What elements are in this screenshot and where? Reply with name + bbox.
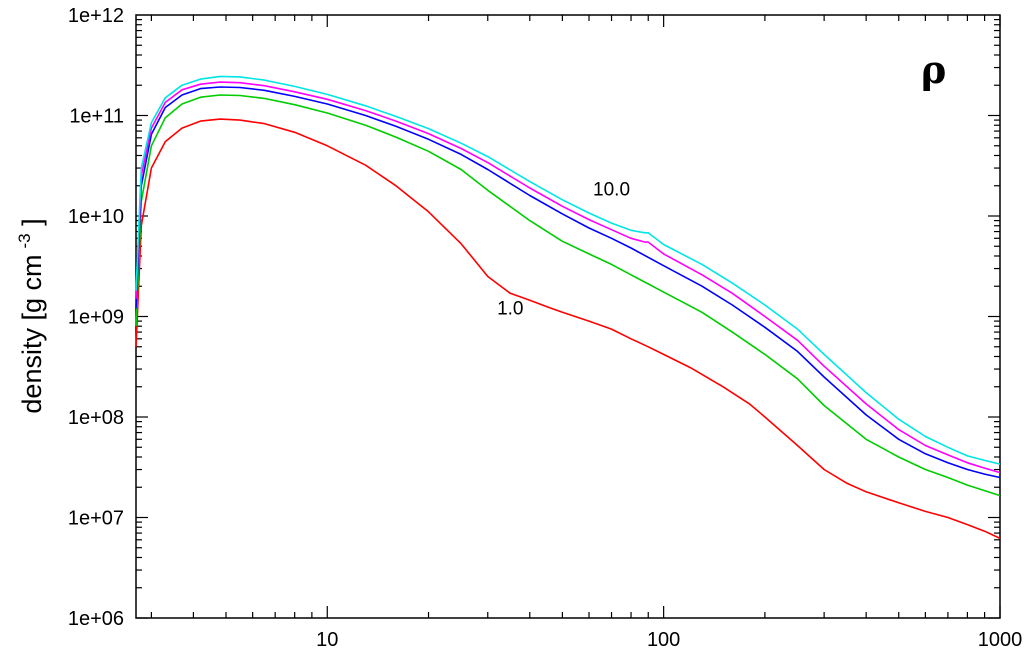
curve-annotation: 10.0 bbox=[593, 179, 630, 200]
curve-annotation: 1.0 bbox=[497, 298, 523, 319]
axis-ticks bbox=[136, 15, 1001, 619]
y-axis-title: density [g cm -3 ] bbox=[15, 218, 47, 413]
series-line-5 bbox=[135, 75, 1001, 465]
annotations: 10.0 1.0 bbox=[497, 179, 630, 319]
x-tick-label: 1000 bbox=[978, 629, 1023, 651]
series-line-2 bbox=[135, 94, 1001, 497]
series-line-1 bbox=[135, 118, 1001, 540]
y-tick-label: 1e+06 bbox=[68, 608, 124, 630]
y-tick-label: 1e+12 bbox=[68, 5, 124, 27]
series-line-4 bbox=[135, 81, 1001, 474]
y-axis-title-main: density [g cm bbox=[17, 255, 47, 414]
tick-labels: 10 100 1000 1e+06 1e+07 1e+08 1e+09 1e+10 1e+11 1… bbox=[68, 5, 1022, 651]
y-tick-label: 1e+07 bbox=[68, 508, 124, 530]
y-tick-label: 1e+11 bbox=[69, 106, 124, 128]
y-tick-label: 1e+08 bbox=[68, 407, 124, 429]
series-line-3 bbox=[135, 86, 1001, 479]
y-axis-title-exp: -3 bbox=[15, 233, 34, 248]
series-layer bbox=[135, 75, 1001, 540]
x-tick-label: 100 bbox=[647, 629, 680, 651]
y-tick-label: 1e+09 bbox=[68, 307, 124, 329]
x-tick-label: 10 bbox=[316, 629, 338, 651]
plot-frame bbox=[135, 14, 1001, 619]
y-axis-title-close: ] bbox=[17, 218, 47, 233]
rho-symbol: ρ bbox=[921, 47, 946, 92]
y-tick-label: 1e+10 bbox=[68, 206, 124, 228]
